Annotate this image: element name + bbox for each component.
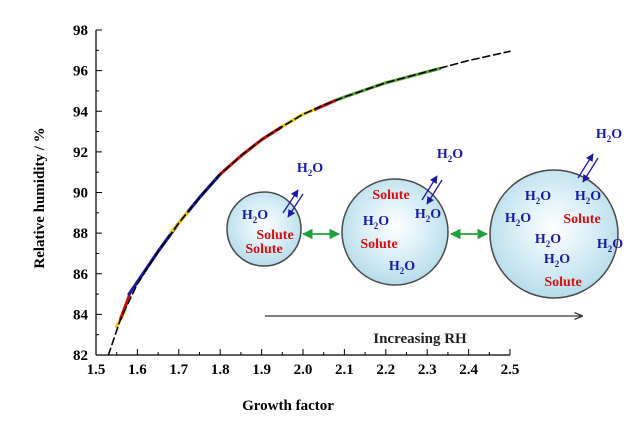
x-tick-label: 1.7 [169, 362, 188, 378]
solute-label: Solute [360, 237, 397, 252]
water-label: H2O [363, 214, 389, 231]
rh-arrow-label: Increasing RH [373, 331, 467, 347]
droplet-small [226, 191, 302, 267]
solute-label: Solute [245, 242, 282, 257]
water-exchange-arrows [282, 153, 599, 218]
x-axis-label: Growth factor [242, 398, 334, 414]
y-tick-label: 92 [73, 145, 88, 161]
x-tick-label: 1.6 [128, 362, 147, 378]
data-series [107, 50, 511, 356]
x-tick-label: 2.3 [418, 362, 437, 378]
y-tick-label: 98 [73, 23, 88, 39]
water-label: H2O [575, 189, 601, 206]
measured-segment-2 [119, 294, 131, 320]
measured-segment-8 [334, 66, 442, 102]
x-tick-label: 2.4 [459, 362, 478, 378]
axes [95, 29, 511, 356]
water-exchange-label: H2O [596, 127, 622, 144]
measured-segment-5 [218, 124, 284, 176]
water-label: H2O [242, 208, 268, 225]
fit-curve-dashed [107, 50, 511, 356]
droplet-medium [341, 178, 449, 286]
water-label: H2O [525, 189, 551, 206]
solute-label: Solute [544, 275, 581, 290]
water-label: H2O [535, 232, 561, 249]
measured-segment-3 [127, 172, 222, 296]
water-label: H2O [597, 237, 623, 254]
water-label: H2O [505, 211, 531, 228]
y-tick-label: 94 [73, 104, 89, 120]
y-tick-label: 88 [73, 226, 88, 242]
solute-label: Solute [563, 212, 600, 227]
water-label: H2O [544, 252, 570, 269]
y-tick-label: 82 [73, 348, 88, 364]
droplet-large [489, 169, 619, 299]
water-label: H2O [415, 207, 441, 224]
x-tick-label: 1.9 [252, 362, 271, 378]
x-tick-label: 2.1 [335, 362, 354, 378]
x-tick-label: 2.5 [501, 362, 520, 378]
y-tick-label: 96 [73, 64, 89, 80]
solute-label: Solute [256, 228, 293, 243]
x-tick-label: 1.8 [211, 362, 230, 378]
solute-label: Solute [372, 188, 409, 203]
water-exchange-label: H2O [297, 161, 323, 178]
y-axis-label: Relative humidity / % [32, 127, 48, 268]
x-tick-label: 1.5 [87, 362, 106, 378]
tick-labels: 1.5 1.6 1.7 1.8 1.9 2.0 2.1 2.2 2.3 2.4 2.5 82 84 86 8… [73, 23, 519, 378]
y-tick-label: 84 [73, 307, 89, 323]
water-exchange-label: H2O [437, 147, 463, 164]
y-tick-label: 86 [73, 267, 89, 283]
x-tick-label: 2.2 [376, 362, 395, 378]
water-label: H2O [389, 259, 415, 276]
y-tick-label: 90 [73, 186, 88, 202]
x-tick-label: 2.0 [294, 362, 313, 378]
